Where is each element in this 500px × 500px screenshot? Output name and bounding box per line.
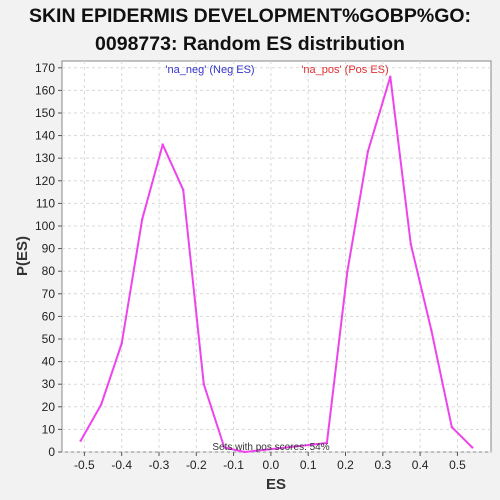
y-tick-label: 160 — [35, 83, 55, 97]
data-point — [325, 441, 329, 445]
x-tick-label: -0.1 — [223, 458, 244, 472]
grid-lines — [62, 61, 491, 453]
x-tick-label: -0.4 — [111, 458, 132, 472]
y-tick-label: 100 — [35, 219, 55, 233]
x-tick-label: 0.3 — [374, 458, 391, 472]
data-point — [120, 342, 123, 345]
y-tick-label: 150 — [35, 106, 55, 120]
plot-area — [61, 60, 492, 453]
y-tick-label: 110 — [36, 196, 55, 210]
y-tick-label: 60 — [42, 309, 56, 323]
data-point — [202, 382, 205, 386]
legend-pos-label: 'na_pos' (Pos ES) — [301, 64, 388, 76]
y-tick-label: 20 — [42, 400, 56, 414]
data-point — [79, 439, 82, 442]
y-tick-label: 70 — [42, 287, 56, 301]
x-tick-label: -0.2 — [186, 458, 207, 472]
legend-neg-label: 'na_neg' (Neg ES) — [165, 64, 254, 76]
chart-title-line-1: SKIN EPIDERMIS DEVELOPMENT%GOBP%GO: — [28, 5, 472, 27]
data-point — [389, 75, 392, 79]
y-tick-label: 140 — [35, 129, 55, 143]
x-tick-label: 0.1 — [300, 458, 317, 472]
data-point — [223, 446, 226, 449]
data-point — [99, 403, 103, 406]
x-tick-label: 0.4 — [412, 458, 429, 472]
data-point — [366, 150, 370, 153]
x-tick-label: 0.2 — [337, 458, 354, 472]
y-tick-label: 40 — [42, 355, 56, 369]
chart-title: SKIN EPIDERMIS DEVELOPMENT%GOBP%GO: 0098… — [0, 2, 500, 58]
y-tick-label: 0 — [48, 445, 55, 459]
y-tick-label: 30 — [42, 377, 56, 391]
y-axis-label: P(ES) — [14, 236, 31, 276]
x-axis-label: ES — [266, 476, 286, 493]
x-tick-label: 0.0 — [263, 458, 280, 472]
data-point — [243, 450, 246, 454]
x-tick-label: -0.5 — [74, 458, 95, 472]
data-point — [161, 143, 164, 146]
y-tick-label: 130 — [35, 151, 55, 165]
series-group — [79, 75, 474, 454]
y-tick-label: 50 — [42, 332, 56, 346]
y-tick-label: 170 — [35, 61, 55, 75]
y-tick-label: 80 — [42, 264, 56, 278]
y-tick-label: 90 — [42, 242, 56, 256]
y-tick-label: 10 — [42, 422, 56, 436]
x-axis-ticks: -0.5 -0.4 -0.3 -0.2 -0.1 0.0 0.1 0.2 0.3 0.4 0.5 — [74, 452, 466, 472]
x-tick-label: -0.3 — [149, 458, 170, 472]
data-point — [346, 269, 349, 273]
data-point — [409, 242, 412, 246]
y-tick-label: 120 — [35, 174, 55, 188]
data-point — [182, 188, 185, 192]
data-point — [450, 425, 454, 429]
data-point — [141, 218, 144, 221]
x-tick-label: 0.5 — [449, 458, 466, 472]
data-point — [430, 328, 433, 332]
chart-title-line-2: 0098773: Random ES distribution — [95, 33, 405, 55]
pos-scores-annotation: Sets with pos scores: 54% — [212, 442, 329, 453]
y-axis-ticks: 0 10 20 30 40 50 60 70 80 90 100 110 120 130 140 150 160… — [35, 61, 62, 459]
data-point — [471, 446, 474, 449]
